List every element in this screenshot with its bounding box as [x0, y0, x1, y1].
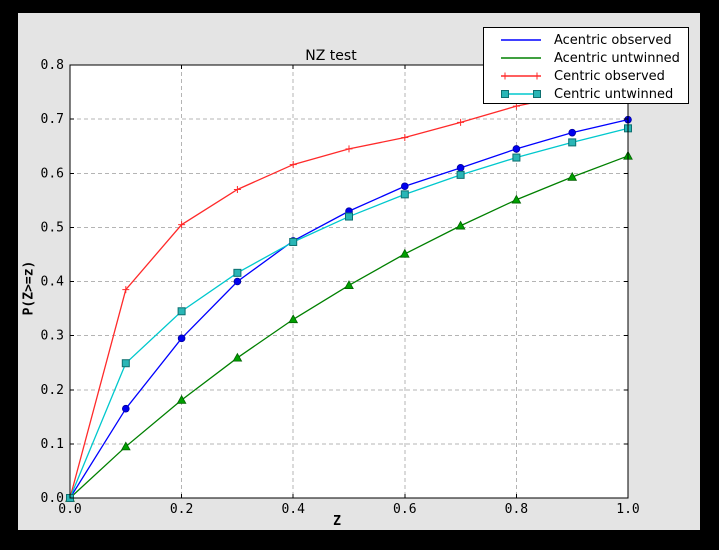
data-point-marker — [567, 171, 578, 181]
data-point-marker — [289, 237, 298, 246]
y-tick-label: 0.5 — [41, 220, 64, 235]
legend: Acentric observed Acentric untwinned Centr… — [483, 27, 689, 104]
data-point-marker — [456, 170, 465, 179]
y-tick-label: 0.2 — [41, 383, 64, 398]
data-point-marker — [120, 441, 131, 451]
data-point-marker — [288, 314, 299, 324]
data-point-marker — [121, 359, 130, 368]
y-tick-label: 0.8 — [41, 58, 64, 73]
y-tick-label: 0.4 — [41, 275, 65, 290]
legend-label: Centric untwinned — [554, 86, 674, 102]
data-point-marker — [455, 220, 466, 230]
data-point-marker — [400, 190, 409, 199]
data-point-marker — [456, 164, 465, 172]
x-tick-label: 0.2 — [170, 502, 193, 517]
data-point-marker — [511, 194, 522, 204]
y-tick-label: 0.0 — [41, 491, 64, 506]
data-point-marker — [177, 334, 186, 343]
x-tick-label: 0.6 — [393, 502, 416, 517]
legend-item-acentric-untwinned: Acentric untwinned — [484, 49, 688, 67]
y-tick-label: 0.3 — [41, 329, 64, 344]
y-tick-label: 0.6 — [41, 166, 64, 181]
x-axis-label: Z — [333, 514, 341, 529]
legend-item-centric-untwinned: Centric untwinned — [484, 85, 688, 103]
data-point-marker — [344, 280, 354, 289]
x-tick-label: 0.8 — [505, 502, 528, 517]
data-point-marker — [233, 277, 242, 286]
legend-sample-line — [501, 90, 541, 98]
legend-item-acentric-observed: Acentric observed — [484, 31, 688, 49]
data-point-marker — [176, 394, 187, 404]
data-point-marker — [512, 153, 521, 162]
y-tick-label: 0.1 — [41, 437, 64, 452]
x-tick-label: 0.4 — [281, 502, 305, 517]
data-point-marker — [232, 352, 243, 362]
data-point-marker — [177, 307, 186, 316]
chart-title: NZ test — [305, 48, 357, 64]
x-tick-label: 1.0 — [616, 502, 639, 517]
legend-sample-line — [501, 39, 541, 41]
legend-label: Acentric observed — [554, 32, 672, 48]
x-tick-label: 0.0 — [58, 502, 81, 517]
data-point-marker — [568, 128, 576, 137]
data-point-marker — [345, 212, 353, 221]
data-point-marker — [512, 145, 521, 153]
data-point-marker — [122, 404, 130, 413]
legend-label: Centric observed — [554, 68, 665, 84]
data-point-marker — [400, 182, 409, 191]
legend-item-centric-observed: Centric observed — [484, 67, 688, 85]
legend-label: Acentric untwinned — [554, 50, 680, 66]
legend-sample-line — [501, 57, 541, 59]
data-point-marker — [399, 248, 410, 258]
y-axis-label: P(Z>=z) — [21, 260, 37, 316]
data-point-marker — [568, 138, 577, 147]
data-point-marker — [233, 268, 242, 277]
y-tick-label: 0.7 — [41, 112, 64, 127]
legend-sample-line — [501, 72, 541, 80]
